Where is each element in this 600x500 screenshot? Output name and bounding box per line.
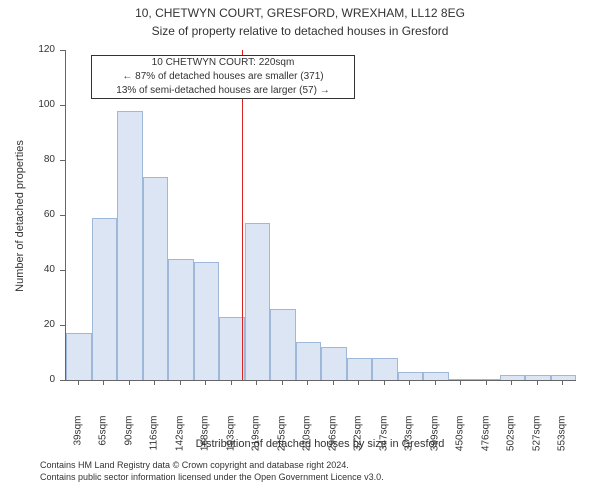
histogram-bar [92,218,118,380]
y-tick-label: 120 [0,44,55,55]
histogram-bar [500,375,526,381]
histogram-bar [117,111,143,381]
x-tick-label: 142sqm [174,416,185,466]
y-tick-label: 0 [0,374,55,385]
histogram-bar [423,372,449,380]
x-tick-mark [460,380,461,385]
x-tick-label: 476sqm [480,416,491,466]
x-tick-mark [384,380,385,385]
x-tick-label: 90sqm [123,416,134,466]
histogram-bar [168,259,194,380]
x-tick-label: 373sqm [404,416,415,466]
x-tick-mark [282,380,283,385]
annotation-line-1: 10 CHETWYN COURT: 220sqm [92,56,354,70]
histogram-bar [525,375,551,381]
x-tick-label: 39sqm [72,416,83,466]
x-tick-mark [307,380,308,385]
y-tick-mark [60,105,65,106]
histogram-bar [194,262,220,380]
x-tick-mark [435,380,436,385]
histogram-bar [449,379,475,380]
histogram-bar [270,309,296,381]
x-tick-mark [358,380,359,385]
x-tick-label: 168sqm [200,416,211,466]
plot-area: 10 CHETWYN COURT: 220sqm ← 87% of detach… [65,50,576,381]
footer-line-2: Contains public sector information licen… [40,472,384,482]
y-tick-label: 100 [0,99,55,110]
x-tick-mark [231,380,232,385]
histogram-bar [347,358,373,380]
y-tick-mark [60,380,65,381]
x-tick-mark [562,380,563,385]
x-axis-label: Distribution of detached houses by size … [65,438,575,450]
histogram-bar [551,375,577,381]
x-tick-label: 553sqm [557,416,568,466]
histogram-bar [372,358,398,380]
histogram-bar [296,342,322,381]
x-tick-mark [511,380,512,385]
annotation-line-3: 13% of semi-detached houses are larger (… [92,84,354,98]
x-tick-label: 296sqm [327,416,338,466]
x-tick-label: 116sqm [149,416,160,466]
x-tick-label: 450sqm [455,416,466,466]
y-tick-mark [60,270,65,271]
x-tick-mark [486,380,487,385]
x-tick-mark [205,380,206,385]
histogram-bar [219,317,245,380]
x-tick-mark [78,380,79,385]
x-tick-mark [180,380,181,385]
y-tick-mark [60,325,65,326]
x-tick-label: 65sqm [98,416,109,466]
y-tick-label: 20 [0,319,55,330]
x-tick-label: 399sqm [429,416,440,466]
histogram-bar [321,347,347,380]
x-tick-mark [256,380,257,385]
histogram-bar [474,379,500,380]
y-tick-mark [60,160,65,161]
title-line-1: 10, CHETWYN COURT, GRESFORD, WREXHAM, LL… [0,6,600,20]
y-tick-label: 80 [0,154,55,165]
x-tick-mark [537,380,538,385]
x-tick-mark [333,380,334,385]
x-tick-label: 193sqm [225,416,236,466]
x-tick-label: 270sqm [302,416,313,466]
histogram-bar [245,223,271,380]
x-tick-label: 502sqm [506,416,517,466]
y-tick-label: 40 [0,264,55,275]
annotation-line-2: ← 87% of detached houses are smaller (37… [92,70,354,84]
histogram-bar [398,372,424,380]
x-tick-mark [409,380,410,385]
x-tick-label: 347sqm [378,416,389,466]
annotation-box: 10 CHETWYN COURT: 220sqm ← 87% of detach… [91,55,355,99]
x-tick-label: 219sqm [251,416,262,466]
histogram-bar [66,333,92,380]
x-tick-label: 527sqm [531,416,542,466]
y-tick-mark [60,50,65,51]
x-tick-label: 322sqm [353,416,364,466]
x-tick-mark [154,380,155,385]
reference-line [242,50,243,380]
x-tick-mark [129,380,130,385]
x-tick-label: 245sqm [276,416,287,466]
histogram-bar [143,177,169,381]
y-tick-mark [60,215,65,216]
title-line-2: Size of property relative to detached ho… [0,24,600,38]
chart-container: 10, CHETWYN COURT, GRESFORD, WREXHAM, LL… [0,0,600,500]
y-tick-label: 60 [0,209,55,220]
x-tick-mark [103,380,104,385]
